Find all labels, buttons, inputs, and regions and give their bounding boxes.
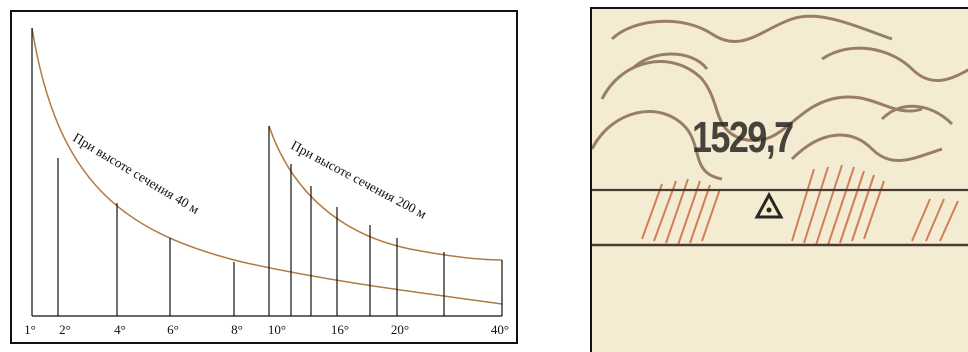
topographic-map-fragment: 1529,7 [590, 7, 968, 352]
tick-label-20: 20° [391, 322, 409, 337]
slope-scale-diagram: 1° 2° 4° 6° 8° 10° 16° 20° 40° При высот… [10, 10, 518, 344]
elevation-label: 1529,7 [692, 113, 793, 163]
tick-label-40: 40° [491, 322, 509, 337]
curve-40m [32, 28, 502, 304]
tick-label-1: 1° [24, 322, 36, 337]
curve-200m-label: При высоте сечения 200 м [289, 137, 430, 221]
tick-label-10: 10° [268, 322, 286, 337]
tick-label-2: 2° [59, 322, 71, 337]
tick-label-4: 4° [114, 322, 126, 337]
tick-label-8: 8° [231, 322, 243, 337]
curve-40m-label: При высоте сечения 40 м [70, 130, 202, 217]
tick-label-16: 16° [331, 322, 349, 337]
tick-label-6: 6° [167, 322, 179, 337]
